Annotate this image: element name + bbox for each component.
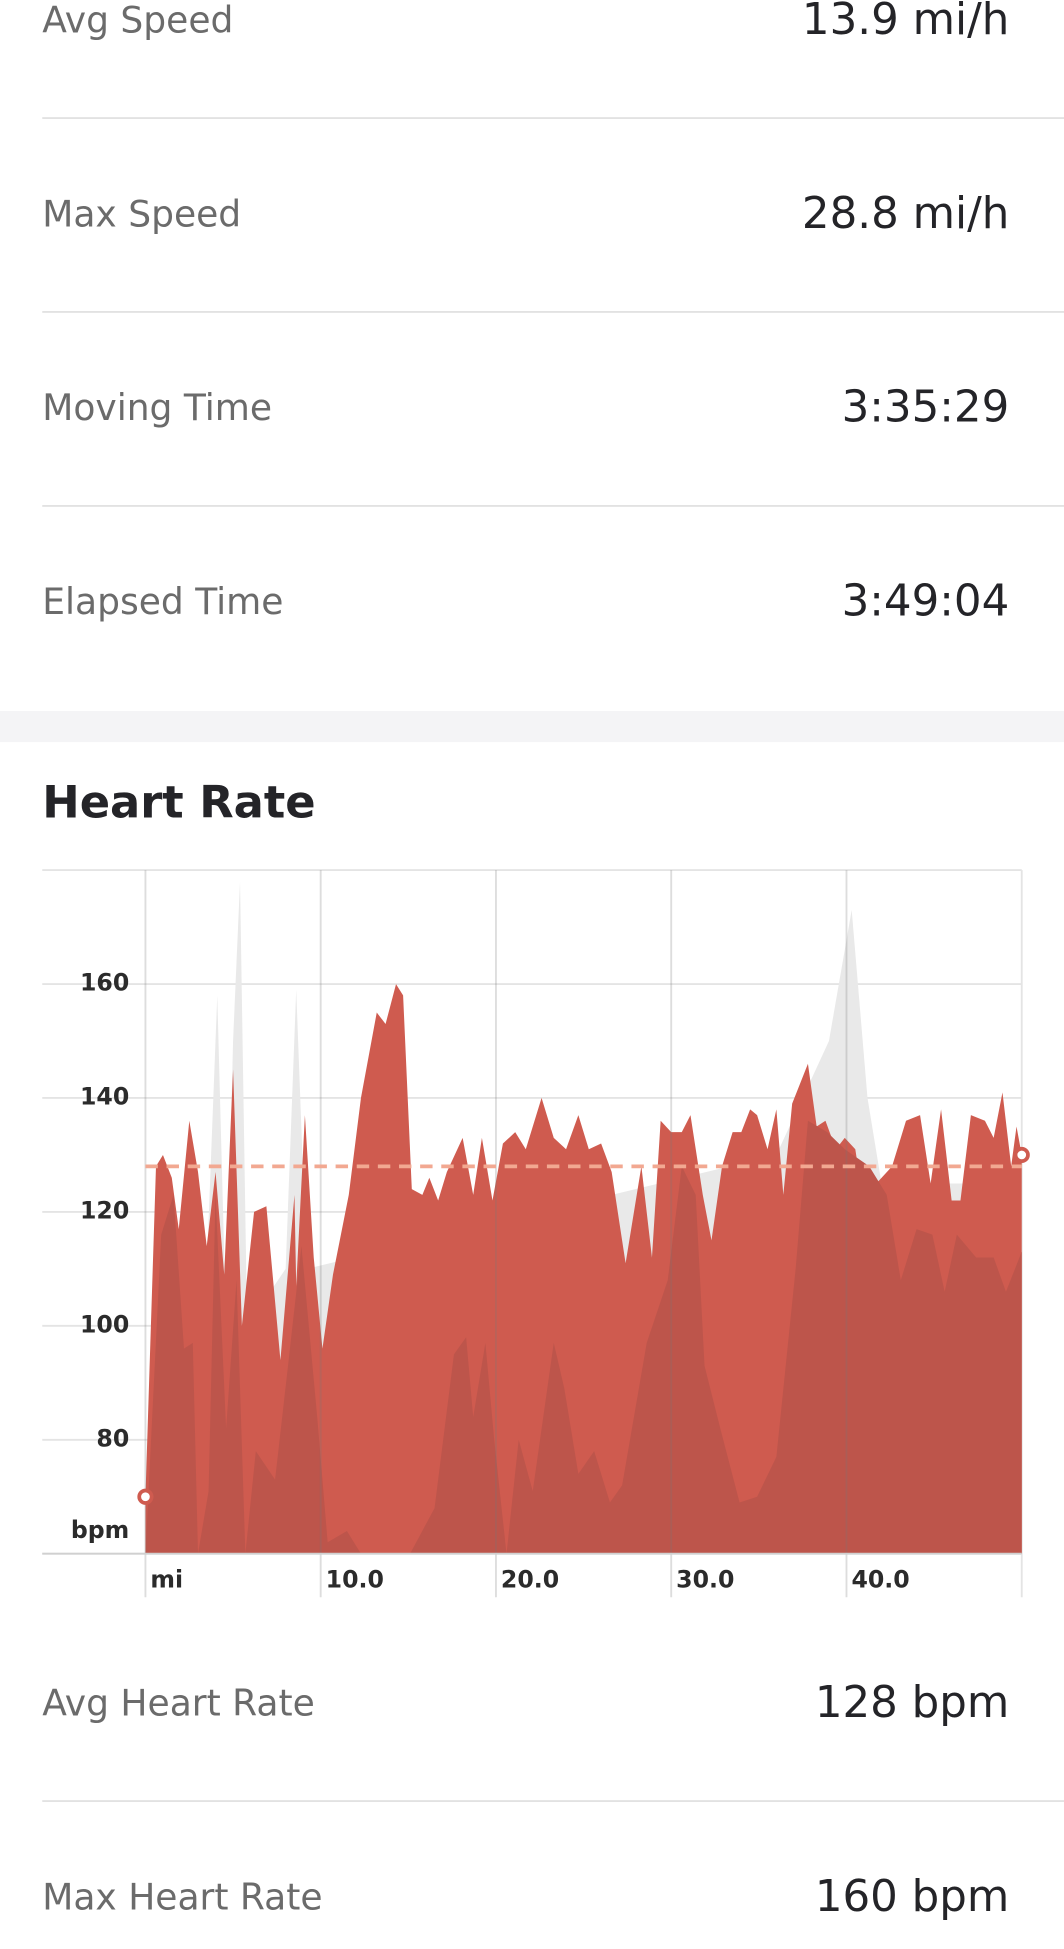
endpoint-marker	[1013, 1146, 1030, 1164]
x-tick-label: 20.0	[501, 1566, 559, 1594]
stat-value: 28.8 mi/h	[802, 189, 1009, 239]
stat-value: 3:49:04	[842, 577, 1010, 627]
stat-value: 3:35:29	[842, 383, 1010, 433]
y-tick-label: 80	[96, 1424, 129, 1452]
stat-value: 13.9 mi/h	[802, 0, 1009, 45]
x-tick-label: mi	[150, 1566, 183, 1594]
x-tick-label: 10.0	[326, 1566, 384, 1594]
x-tick-label: 30.0	[676, 1566, 734, 1594]
y-tick-label: 120	[80, 1196, 129, 1224]
stat-label: Max Speed	[42, 194, 241, 235]
y-tick-label: 160	[80, 969, 129, 997]
stat-label: Avg Heart Rate	[42, 1683, 315, 1724]
stat-label: Elapsed Time	[42, 582, 283, 623]
section-gap	[0, 710, 1064, 743]
stat-value: 160 bpm	[815, 1872, 1009, 1922]
stat-value: 128 bpm	[815, 1678, 1009, 1728]
x-tick-label: 40.0	[851, 1566, 909, 1594]
y-tick-label: 140	[80, 1082, 129, 1110]
endpoint-marker	[137, 1488, 154, 1505]
stat-label: Moving Time	[42, 388, 272, 429]
y-tick-label: 100	[80, 1310, 129, 1338]
y-tick-label: bpm	[71, 1516, 129, 1544]
chart-title: Heart Rate	[42, 775, 315, 828]
stat-label: Avg Speed	[42, 0, 233, 41]
stat-label: Max Heart Rate	[42, 1877, 322, 1918]
area-series	[145, 1120, 1022, 1554]
